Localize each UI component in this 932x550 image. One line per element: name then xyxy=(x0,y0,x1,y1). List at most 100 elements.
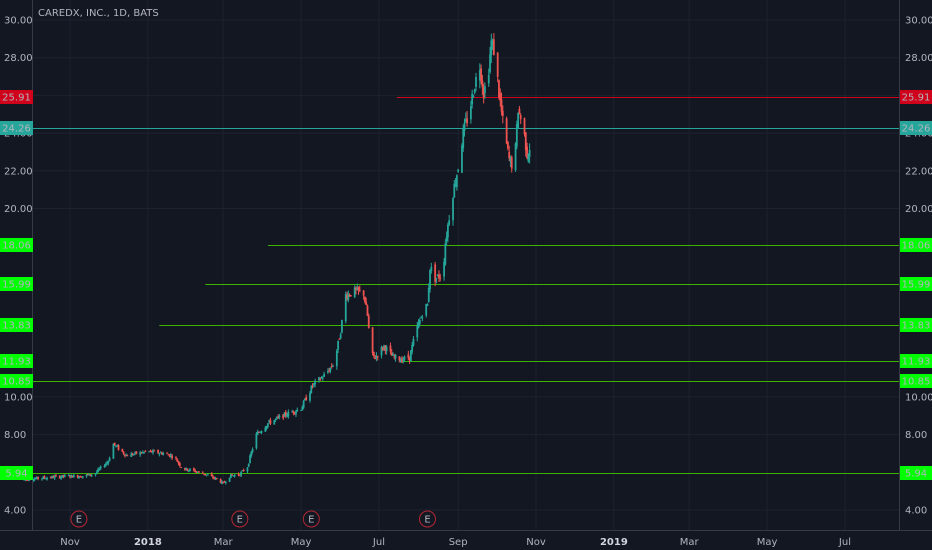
candle[interactable] xyxy=(466,110,468,127)
candle[interactable] xyxy=(365,297,368,306)
earnings-marker[interactable]: E xyxy=(302,510,320,528)
candle[interactable] xyxy=(499,88,502,107)
candle[interactable] xyxy=(231,473,234,476)
candle[interactable] xyxy=(205,474,208,477)
candle[interactable] xyxy=(367,313,370,329)
candle[interactable] xyxy=(255,431,258,450)
candle[interactable] xyxy=(487,68,490,87)
candle[interactable] xyxy=(232,475,235,477)
candle[interactable] xyxy=(375,352,378,362)
candle[interactable] xyxy=(72,473,75,478)
candle[interactable] xyxy=(269,417,272,426)
candle[interactable] xyxy=(116,444,119,448)
candle[interactable] xyxy=(491,38,494,51)
candle[interactable] xyxy=(392,352,394,357)
candle[interactable] xyxy=(380,345,383,359)
candle[interactable] xyxy=(471,89,474,109)
candle[interactable] xyxy=(338,338,341,340)
candle[interactable] xyxy=(228,477,231,483)
candle[interactable] xyxy=(71,475,74,478)
candle[interactable] xyxy=(399,357,402,363)
candle[interactable] xyxy=(43,475,46,480)
candle[interactable] xyxy=(184,467,186,471)
candle[interactable] xyxy=(41,478,43,481)
candle[interactable] xyxy=(394,353,397,362)
candle[interactable] xyxy=(389,342,392,355)
candle[interactable] xyxy=(157,449,159,454)
candle[interactable] xyxy=(287,409,290,419)
candle[interactable] xyxy=(123,454,126,458)
candle[interactable] xyxy=(448,214,451,227)
candle[interactable] xyxy=(60,475,62,480)
candle[interactable] xyxy=(344,291,347,324)
candle[interactable] xyxy=(192,467,195,472)
candle[interactable] xyxy=(104,462,107,468)
candle[interactable] xyxy=(34,477,37,480)
candle[interactable] xyxy=(469,100,472,124)
candle[interactable] xyxy=(122,450,125,456)
candle[interactable] xyxy=(514,142,517,173)
candle[interactable] xyxy=(212,474,214,480)
candle[interactable] xyxy=(484,82,486,99)
candle[interactable] xyxy=(452,197,454,226)
candle[interactable] xyxy=(49,476,52,479)
candle[interactable] xyxy=(275,416,278,420)
candle[interactable] xyxy=(152,448,154,455)
candle[interactable] xyxy=(33,477,36,482)
earnings-marker[interactable]: E xyxy=(231,510,249,528)
candle[interactable] xyxy=(121,448,124,453)
candle[interactable] xyxy=(510,155,513,173)
candle[interactable] xyxy=(224,480,227,485)
candle[interactable] xyxy=(44,477,47,480)
candle[interactable] xyxy=(61,475,64,478)
candle[interactable] xyxy=(311,383,314,389)
candle[interactable] xyxy=(97,467,99,473)
candle[interactable] xyxy=(407,350,410,361)
candle[interactable] xyxy=(464,112,467,123)
candle[interactable] xyxy=(335,349,338,370)
candle[interactable] xyxy=(339,332,342,340)
candle[interactable] xyxy=(310,385,313,394)
candle[interactable] xyxy=(125,453,128,457)
candle[interactable] xyxy=(357,286,360,295)
candle[interactable] xyxy=(312,383,315,388)
candle[interactable] xyxy=(94,473,97,477)
candle[interactable] xyxy=(213,476,216,480)
candle[interactable] xyxy=(412,335,415,347)
candle[interactable] xyxy=(482,83,485,104)
candle[interactable] xyxy=(434,261,437,287)
candle[interactable] xyxy=(80,476,83,478)
candle[interactable] xyxy=(81,476,84,479)
candle[interactable] xyxy=(528,143,531,164)
support-resistance-lines[interactable] xyxy=(33,97,899,474)
candle[interactable] xyxy=(131,452,134,456)
candle[interactable] xyxy=(167,453,170,456)
candle[interactable] xyxy=(266,423,269,429)
candle[interactable] xyxy=(250,450,253,458)
candle[interactable] xyxy=(52,475,55,479)
candle[interactable] xyxy=(330,363,333,369)
candle[interactable] xyxy=(323,371,325,378)
candle[interactable] xyxy=(153,449,156,452)
candle[interactable] xyxy=(346,291,348,301)
candle[interactable] xyxy=(233,473,236,478)
candle[interactable] xyxy=(524,132,527,157)
candle[interactable] xyxy=(436,273,439,277)
candle[interactable] xyxy=(144,450,147,453)
candle[interactable] xyxy=(418,317,421,327)
candle[interactable] xyxy=(126,454,129,457)
candle[interactable] xyxy=(242,468,245,472)
candle[interactable] xyxy=(473,88,476,95)
candle[interactable] xyxy=(439,273,442,282)
candle[interactable] xyxy=(341,319,343,334)
candle[interactable] xyxy=(141,450,144,454)
candle[interactable] xyxy=(462,124,465,152)
candle[interactable] xyxy=(274,418,277,422)
candle[interactable] xyxy=(176,458,179,462)
candle[interactable] xyxy=(88,473,91,476)
candle[interactable] xyxy=(425,303,428,318)
candle[interactable] xyxy=(171,453,174,461)
candle[interactable] xyxy=(475,72,477,92)
candle[interactable] xyxy=(143,451,145,455)
